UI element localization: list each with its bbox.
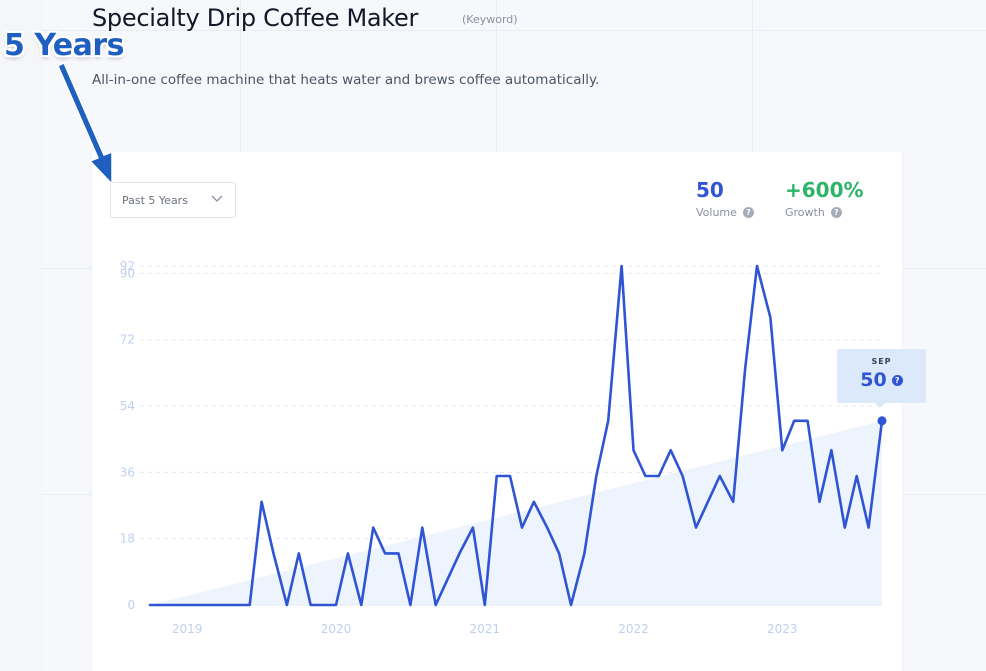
time-range-label: Past 5 Years <box>122 193 188 207</box>
y-tick-label: 18 <box>120 532 135 546</box>
y-tick-label: 92 <box>120 259 135 273</box>
y-tick-label: 54 <box>120 399 135 413</box>
overlay-label: 5 Years <box>4 28 125 63</box>
volume-metric: 50 Volume ? <box>696 178 754 219</box>
latest-point-marker[interactable] <box>877 416 887 426</box>
tooltip-pointer <box>874 402 886 408</box>
arrow-icon <box>57 61 113 186</box>
x-tick-label: 2019 <box>172 622 203 636</box>
x-tick-label: 2023 <box>767 622 798 636</box>
y-tick-label: 36 <box>120 465 135 479</box>
keyword-tag: (Keyword) <box>462 13 518 26</box>
growth-metric: +600% Growth ? <box>785 178 864 219</box>
x-tick-label: 2020 <box>321 622 352 636</box>
time-range-select[interactable]: Past 5 Years <box>110 182 236 218</box>
volume-label: Volume <box>696 206 737 219</box>
data-tooltip: SEP 50 ? <box>837 349 926 403</box>
x-tick-label: 2021 <box>469 622 500 636</box>
volume-value: 50 <box>696 178 724 202</box>
series-line <box>148 264 884 607</box>
tooltip-month: SEP <box>871 357 892 366</box>
chevron-down-icon <box>211 195 223 202</box>
y-tick-label: 0 <box>127 598 135 612</box>
y-tick-label: 90 <box>120 266 135 280</box>
background-gridline <box>42 30 986 31</box>
trend-area <box>150 420 882 605</box>
page-description: All-in-one coffee machine that heats wat… <box>92 72 600 88</box>
page-title: Specialty Drip Coffee Maker <box>92 4 419 32</box>
growth-value: +600% <box>785 178 864 202</box>
y-tick-label: 72 <box>120 333 135 347</box>
x-tick-label: 2022 <box>618 622 649 636</box>
question-circle-icon[interactable]: ? <box>830 207 842 218</box>
question-circle-icon[interactable]: ? <box>742 207 754 218</box>
growth-label: Growth <box>785 206 825 219</box>
question-circle-icon[interactable]: ? <box>891 374 903 386</box>
tooltip-value: 50 <box>860 369 887 391</box>
